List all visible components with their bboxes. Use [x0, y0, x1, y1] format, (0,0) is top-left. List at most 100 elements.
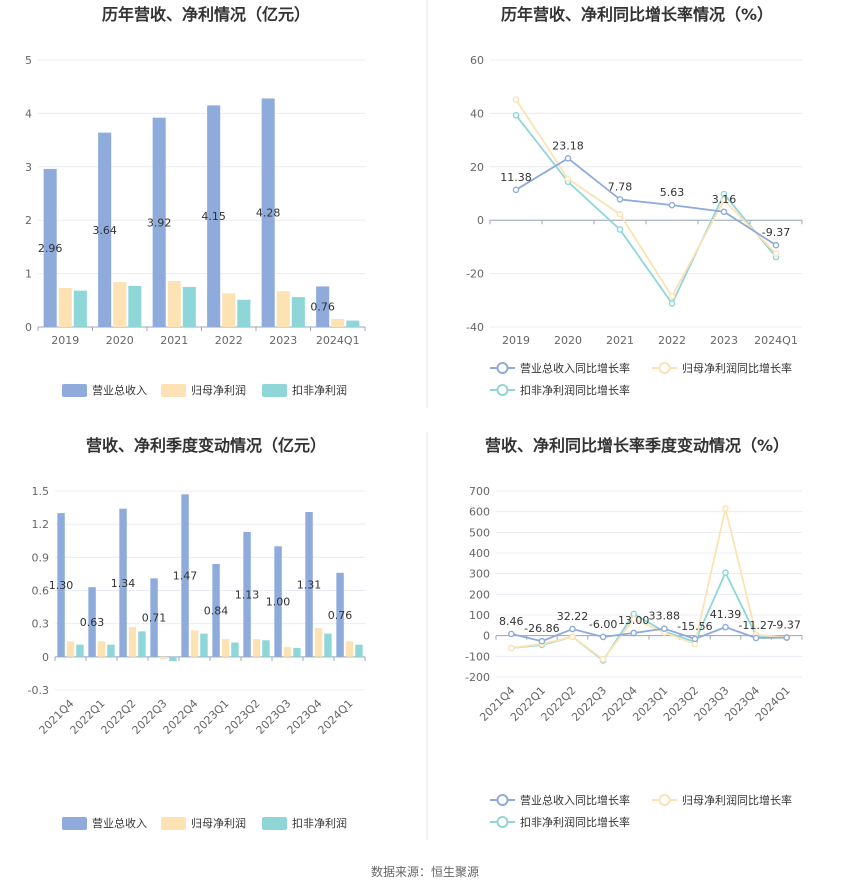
bar-data-label: 4.15: [201, 210, 226, 223]
bar-data-label: 0.71: [142, 612, 167, 625]
bar-revenue: [181, 494, 189, 657]
bar-deducted-net-profit: [324, 633, 332, 657]
y-tick-label: 1.5: [32, 485, 50, 498]
y-tick-label: 5: [25, 54, 32, 67]
bar-parent-net-profit: [190, 630, 199, 657]
bar-deducted-net-profit: [107, 644, 115, 657]
bar-data-label: 3.92: [147, 216, 172, 229]
bar-data-label: 1.13: [235, 588, 260, 601]
point-revenue-growth: [538, 637, 546, 645]
legend-swatch: [262, 817, 287, 830]
y-tick-label: 60: [470, 54, 484, 67]
quarterly-growth-chart: 营收、净利同比增长率季度变动情况（%） -200 -100 0 100 200 300 40…: [465, 436, 803, 829]
legend-swatch: [62, 384, 87, 397]
bar-deducted-net-profit: [355, 644, 363, 657]
line-data-label: 5.63: [660, 186, 685, 199]
bar-data-label: 1.34: [111, 577, 136, 590]
legend-label: 扣非净利润: [292, 816, 347, 830]
point-parent-profit-growth: [512, 96, 520, 103]
point-revenue-growth: [599, 633, 607, 641]
point-deducted-profit-growth: [720, 190, 728, 198]
x-tick-label: 2023: [710, 334, 738, 347]
x-tick-label: 2020: [554, 334, 582, 347]
y-tick-label: 1.2: [32, 518, 50, 531]
point-parent-profit-growth: [599, 656, 607, 663]
legend-swatch: [262, 384, 287, 397]
y-tick-label: 100: [469, 609, 490, 622]
line-data-label: -6.00: [589, 618, 617, 631]
line-data-label: 33.88: [649, 610, 681, 623]
bar-data-label: 2.96: [38, 242, 63, 255]
line-parent-profit-growth: [511, 508, 787, 661]
bar-data-label: 0.63: [80, 616, 105, 629]
x-tick-label: 2024Q1: [316, 697, 356, 737]
bar-revenue: [98, 132, 112, 327]
y-tick-label: 0.6: [32, 585, 50, 598]
line-data-label: 7.78: [608, 180, 633, 193]
bar-parent-net-profit: [283, 646, 292, 657]
point-revenue-growth: [752, 634, 760, 642]
bar-parent-net-profit: [222, 293, 236, 327]
point-deducted-profit-growth: [668, 300, 676, 307]
point-revenue-growth: [722, 623, 729, 631]
quarterly-amount-chart: 营收、净利季度变动情况（亿元） -0.300.30.60.91.21.52021…: [28, 436, 366, 830]
bar-data-label: 4.28: [256, 207, 281, 220]
bar-revenue: [274, 546, 282, 657]
x-tick-label: 2022: [215, 334, 243, 347]
legend-label: 归母净利润同比增长率: [682, 793, 792, 807]
legend-marker: [658, 362, 671, 374]
bar-parent-net-profit: [58, 288, 72, 327]
annual-growth-chart: 历年营收、净利同比增长率情况（%） -40 -20 0 20 40 60 2019 2020 2…: [466, 5, 803, 397]
point-revenue-growth: [691, 635, 699, 643]
x-tick-label: 2019: [502, 334, 530, 347]
annual-amount-title: 历年营收、净利情况（亿元）: [102, 5, 310, 24]
bar-data-label: 1.00: [266, 596, 291, 609]
x-tick-label: 2024Q1: [316, 334, 360, 347]
bar-revenue: [316, 286, 330, 327]
bar-revenue: [119, 508, 127, 657]
bar-deducted-net-profit: [200, 633, 208, 657]
y-tick-label: 200: [469, 588, 490, 601]
bar-data-label: 0.84: [204, 604, 229, 617]
y-tick-label: -40: [466, 321, 484, 334]
point-revenue-growth: [720, 208, 728, 216]
bar-deducted-net-profit: [76, 644, 84, 657]
line-data-label: 11.38: [500, 171, 532, 184]
legend-label: 扣非净利润同比增长率: [520, 815, 630, 829]
bar-revenue: [336, 572, 344, 657]
y-tick-label: 0.9: [32, 551, 50, 564]
bar-revenue: [207, 105, 221, 327]
bar-deducted-net-profit: [291, 297, 305, 327]
point-revenue-growth: [630, 629, 638, 637]
x-tick-label: 2019: [51, 334, 79, 347]
y-tick-label: 3: [25, 161, 32, 174]
line-data-label: -26.86: [524, 622, 559, 635]
point-revenue-growth: [507, 630, 515, 638]
point-parent-profit-growth: [720, 196, 728, 204]
line-data-label: 3.16: [712, 193, 737, 206]
point-revenue-growth: [668, 201, 676, 209]
bar-parent-net-profit: [66, 641, 75, 657]
point-parent-profit-growth: [722, 505, 729, 512]
bar-data-label: 1.31: [297, 578, 322, 591]
bar-parent-net-profit: [331, 318, 345, 327]
line-data-label: 13.00: [618, 614, 650, 627]
legend-label: 扣非净利润: [292, 383, 347, 397]
point-parent-profit-growth: [507, 644, 515, 652]
y-tick-label: 1: [25, 268, 32, 281]
bar-revenue: [212, 563, 220, 657]
point-deducted-profit-growth: [616, 226, 624, 233]
y-tick-label: 2: [25, 214, 32, 227]
data-source-note: 数据来源：恒生聚源: [371, 864, 479, 879]
legend-swatch: [161, 817, 186, 830]
x-tick-label: 2021: [160, 334, 188, 347]
y-tick-label: 400: [469, 547, 490, 560]
legend-label: 归母净利润: [191, 383, 246, 397]
y-tick-label: 0: [483, 630, 490, 643]
legend-swatch: [62, 817, 87, 830]
point-revenue-growth: [616, 196, 624, 203]
point-revenue-growth: [569, 625, 576, 633]
x-tick-label: 2020: [106, 334, 134, 347]
bar-deducted-net-profit: [73, 290, 87, 327]
